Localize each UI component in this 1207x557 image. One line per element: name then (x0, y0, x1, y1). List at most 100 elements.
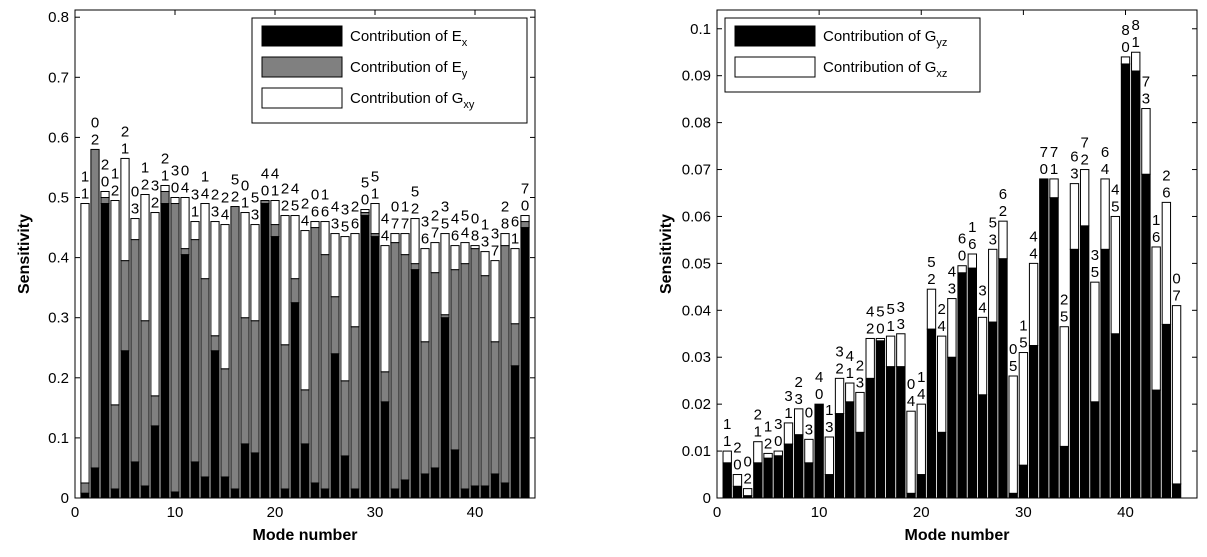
bar-label: 0 (733, 457, 741, 474)
bar-label: 3 (421, 214, 429, 231)
bar-segment (855, 431, 865, 499)
bar-segment (936, 431, 947, 499)
bar-segment (330, 353, 340, 499)
bar-label: 1 (201, 169, 209, 186)
bar-label: 6 (451, 228, 459, 245)
y-tick-label: 0.1 (48, 430, 69, 447)
bar-segment (1110, 215, 1120, 335)
bar-segment (1100, 248, 1110, 499)
bar-segment (1028, 345, 1039, 499)
bar-label: 0 (907, 376, 915, 393)
bar-segment (732, 485, 743, 499)
bar-label: 2 (938, 301, 946, 318)
bar-label: 3 (481, 234, 489, 251)
bar-segment (140, 194, 150, 322)
bar-segment (1161, 201, 1172, 325)
bar-segment (190, 461, 200, 499)
bar-segment (290, 302, 300, 499)
bar-segment (390, 242, 400, 490)
x-tick-label: 30 (367, 504, 384, 521)
y-tick-label: 0.07 (682, 162, 711, 179)
bar-segment (380, 401, 390, 499)
bar-label: 3 (856, 374, 864, 391)
bar-segment (804, 438, 814, 464)
bar-label: 7 (401, 216, 409, 233)
bar-label: 2 (281, 181, 289, 198)
legend-subscript: xz (936, 68, 947, 80)
bar-segment (1171, 483, 1182, 499)
bar-label: 3 (835, 343, 843, 360)
bar-segment (1090, 401, 1100, 499)
bar-label: 0 (181, 163, 189, 180)
bar-segment (936, 335, 947, 433)
bar-label: 2 (221, 190, 229, 207)
bar-segment (90, 467, 100, 499)
bar-label: 1 (191, 204, 199, 221)
bar-segment (250, 320, 260, 454)
bar-segment (783, 443, 794, 499)
bar-segment (824, 474, 835, 499)
legend-name: Contribution of G (823, 59, 936, 76)
bar-label: 5 (461, 208, 469, 225)
bar-label: 4 (381, 228, 389, 245)
bar-segment (875, 337, 886, 342)
bar-segment (340, 236, 350, 382)
bar-label: 6 (958, 231, 966, 248)
y-tick-label: 0.5 (48, 190, 69, 207)
bar-label: 2 (733, 440, 741, 457)
bar-label: 2 (351, 199, 359, 216)
bar-segment (80, 492, 90, 499)
bar-segment (120, 350, 130, 499)
bar-label: 2 (999, 203, 1007, 220)
bar-segment (1141, 173, 1151, 499)
bar-label: 4 (1101, 161, 1109, 178)
bar-segment (130, 461, 140, 499)
bar-segment (470, 248, 480, 487)
x-tick-label: 20 (267, 504, 284, 521)
bar-label: 4 (815, 369, 823, 386)
bar-segment (794, 408, 804, 436)
bar-label: 8 (1121, 22, 1129, 39)
bar-label: 1 (1050, 161, 1058, 178)
bar-segment (340, 380, 350, 457)
x-tick-label: 10 (811, 504, 828, 521)
bar-segment (130, 239, 140, 463)
bar-segment (340, 455, 350, 499)
legend-swatch (734, 25, 816, 47)
bar-segment (450, 269, 460, 451)
bar-label: 0 (101, 173, 109, 190)
bar-segment (390, 233, 400, 244)
bar-segment (783, 422, 794, 445)
bar-label: 6 (1152, 229, 1160, 246)
bar-segment (1018, 352, 1029, 466)
bar-segment (722, 462, 732, 499)
bar-segment (1079, 169, 1090, 227)
bar-segment (370, 203, 380, 235)
bar-segment (380, 245, 390, 373)
bar-label: 6 (1162, 184, 1170, 201)
bar-segment (180, 254, 190, 499)
bar-label: 1 (161, 167, 169, 184)
bar-segment (957, 272, 967, 499)
bar-segment (1100, 178, 1110, 250)
y-axis-label: Sensitivity (658, 214, 675, 294)
bar-label: 1 (825, 402, 833, 419)
bar-segment (520, 221, 530, 229)
bar-segment (1090, 281, 1100, 403)
bar-segment (100, 197, 110, 205)
bar-segment (998, 220, 1008, 260)
bar-segment (490, 260, 500, 343)
bar-label: 4 (381, 211, 389, 228)
bar-label: 6 (321, 204, 329, 221)
bar-label: 1 (141, 160, 149, 177)
bar-segment (865, 337, 875, 379)
bar-segment (170, 203, 180, 493)
bar-label: 0 (958, 248, 966, 265)
bar-segment (1059, 445, 1069, 499)
bar-label: 3 (441, 199, 449, 216)
bar-segment (410, 263, 420, 271)
bar-segment (1151, 389, 1161, 499)
bar-segment (410, 218, 420, 265)
bar-segment (814, 403, 824, 499)
y-tick-label: 0 (61, 490, 69, 507)
